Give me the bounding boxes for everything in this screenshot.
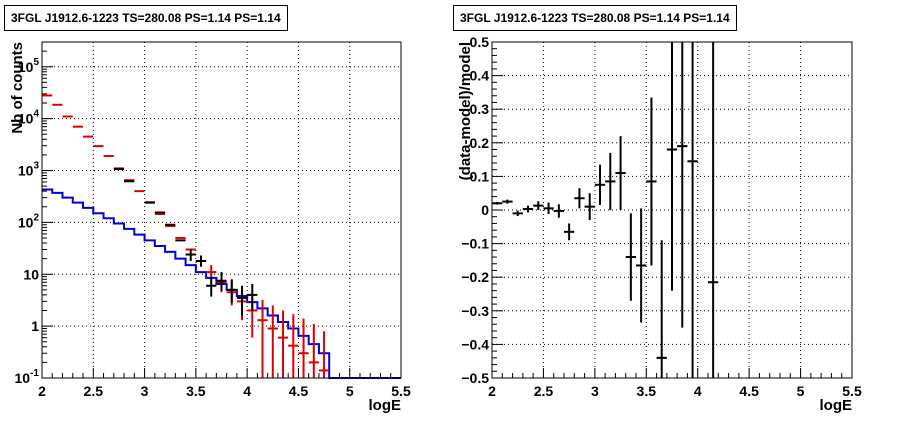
y-tick-label: 0.4: [470, 68, 490, 84]
left-chart-title: 3FGL J1912.6-1223 TS=280.08 PS=1.14 PS=1…: [4, 5, 288, 31]
residual-point: [543, 202, 554, 215]
residual-point: [687, 42, 698, 378]
x-tick-label: 4: [243, 383, 251, 399]
x-tick-label: 5: [797, 383, 805, 399]
y-tick-label: −0.5: [461, 370, 489, 386]
residual-point: [594, 164, 606, 205]
x-tick-label: 5: [346, 383, 354, 399]
residual-point: [625, 213, 636, 301]
residual-point: [502, 199, 513, 204]
y-tick-label: −0.1: [461, 236, 489, 252]
data-point: [216, 272, 227, 291]
residual-point: [708, 42, 719, 378]
right-x-axis-title: logE: [820, 397, 853, 414]
y-tick-label: 103: [18, 161, 40, 179]
left-panel-counts-chart: 2 2.5 3 3.5 4 4.5 5 5.510-1110102103104105logEN…: [9, 41, 411, 414]
y-tick-label: −0.2: [461, 269, 489, 285]
model-point: [277, 310, 289, 378]
y-tick-label: −0.3: [461, 303, 489, 319]
x-tick-label: 3.5: [637, 383, 657, 399]
residual-point: [677, 42, 688, 328]
residual-point: [574, 188, 585, 209]
model-point: [318, 331, 330, 378]
residual-point: [522, 205, 534, 213]
y-tick-label: 0.2: [470, 135, 490, 151]
x-tick-label: 2: [38, 383, 46, 399]
data-point: [185, 249, 196, 262]
residual-point: [615, 136, 626, 210]
right-chart-title: 3FGL J1912.6-1223 TS=280.08 PS=1.14 PS=1…: [453, 5, 737, 31]
y-tick-label: −0.4: [461, 336, 489, 352]
model-point: [308, 323, 319, 378]
right-plot-frame: [491, 41, 853, 379]
data-point: [236, 285, 248, 316]
x-tick-label: 4.5: [289, 383, 309, 399]
y-tick-label: 0.5: [470, 34, 490, 50]
left-x-axis-title: logE: [369, 397, 402, 414]
y-tick-label: 0: [481, 202, 489, 218]
residual-point: [646, 97, 657, 266]
right-panel-residuals-chart: 2 2.5 3 3.5 4 4.5 5 5.5 −0.5 −0.4 −0.3 −0.2 −0.1 0 0.1…: [457, 34, 862, 414]
x-tick-label: 2.5: [84, 383, 104, 399]
x-tick-label: 5.5: [842, 383, 862, 399]
x-tick-label: 2: [488, 383, 496, 399]
y-tick-label: 1: [31, 318, 39, 334]
left-plot-area: [42, 42, 401, 378]
residual-point: [512, 210, 523, 217]
residual-point: [564, 223, 575, 241]
model-point: [267, 305, 278, 378]
x-tick-label: 5.5: [391, 383, 411, 399]
x-tick-label: 4.5: [739, 383, 759, 399]
left-plot-frame: [41, 41, 402, 379]
y-tick-label: 102: [18, 212, 40, 230]
residual-point: [656, 240, 667, 378]
residual-point: [533, 201, 544, 210]
x-tick-label: 2.5: [534, 383, 554, 399]
y-tick-label: 0.1: [470, 168, 490, 184]
residual-point: [584, 193, 595, 221]
model-point: [257, 299, 268, 378]
y-tick-label: 10: [23, 266, 39, 282]
data-point: [206, 276, 217, 297]
residual-point: [553, 204, 564, 218]
x-tick-label: 3: [591, 383, 599, 399]
residual-point: [492, 201, 503, 205]
left-y-axis-title: Nb of counts: [9, 42, 26, 134]
residual-point: [636, 208, 647, 323]
model-point: [298, 318, 309, 378]
data-point: [226, 279, 237, 303]
right-y-axis-title: (data-model)/model: [457, 42, 474, 180]
x-tick-label: 4: [694, 383, 702, 399]
residual-point: [605, 152, 616, 210]
x-tick-label: 3: [141, 383, 149, 399]
y-tick-label: 0.3: [470, 101, 490, 117]
data-point: [247, 283, 258, 311]
model-point: [288, 314, 299, 378]
data-point: [195, 255, 207, 267]
residual-point: [666, 42, 678, 291]
x-tick-label: 3.5: [186, 383, 206, 399]
y-tick-label: 10-1: [15, 368, 40, 386]
